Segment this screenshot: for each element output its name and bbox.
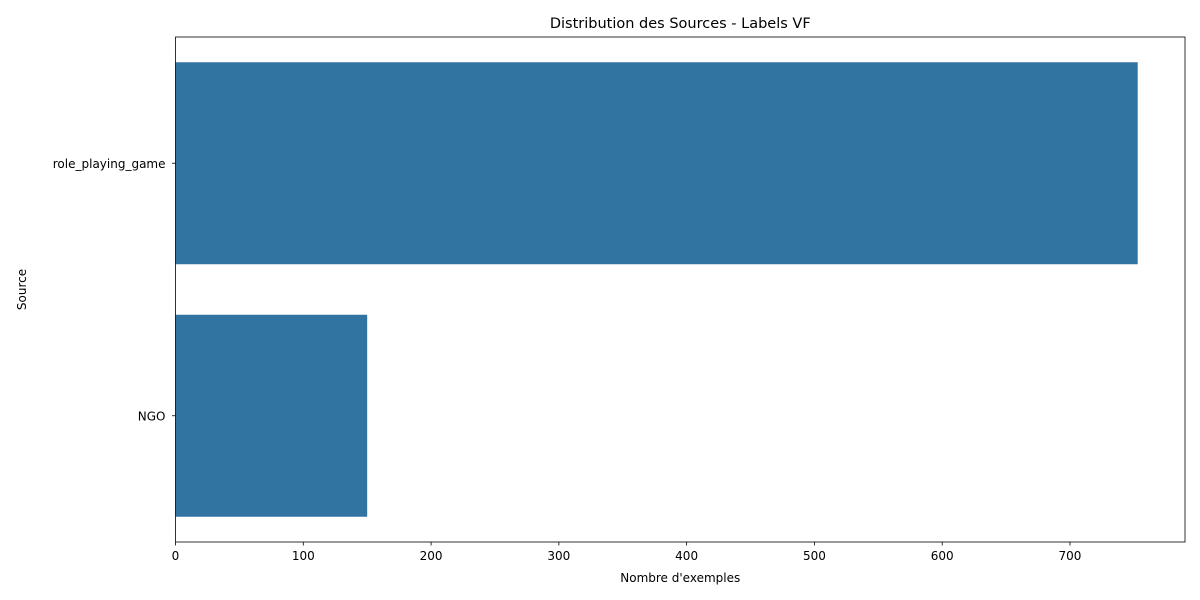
x-tick-label: 100 — [292, 549, 315, 563]
y-axis-ticks: role_playing_game NGO — [53, 157, 176, 423]
bars-group — [175, 62, 1138, 517]
plot-frame — [175, 36, 1186, 543]
x-tick-label: 200 — [420, 549, 443, 563]
y-tick-label: role_playing_game — [53, 157, 166, 171]
x-axis-label: Nombre d'exemples — [620, 571, 740, 585]
x-tick-label: 500 — [803, 549, 826, 563]
x-tick-label: 700 — [1059, 549, 1082, 563]
y-axis-label: Source — [15, 269, 29, 310]
chart-title: Distribution des Sources - Labels VF — [550, 16, 811, 32]
bar-role-playing-game — [175, 62, 1138, 265]
y-tick-label: NGO — [138, 409, 166, 423]
x-tick-label: 300 — [547, 549, 570, 563]
x-axis-ticks: 0 100 200 300 400 500 600 700 — [172, 542, 1082, 563]
x-tick-label: 600 — [931, 549, 954, 563]
bar-ngo — [175, 314, 368, 517]
x-tick-label: 0 — [172, 549, 180, 563]
x-tick-label: 400 — [675, 549, 698, 563]
